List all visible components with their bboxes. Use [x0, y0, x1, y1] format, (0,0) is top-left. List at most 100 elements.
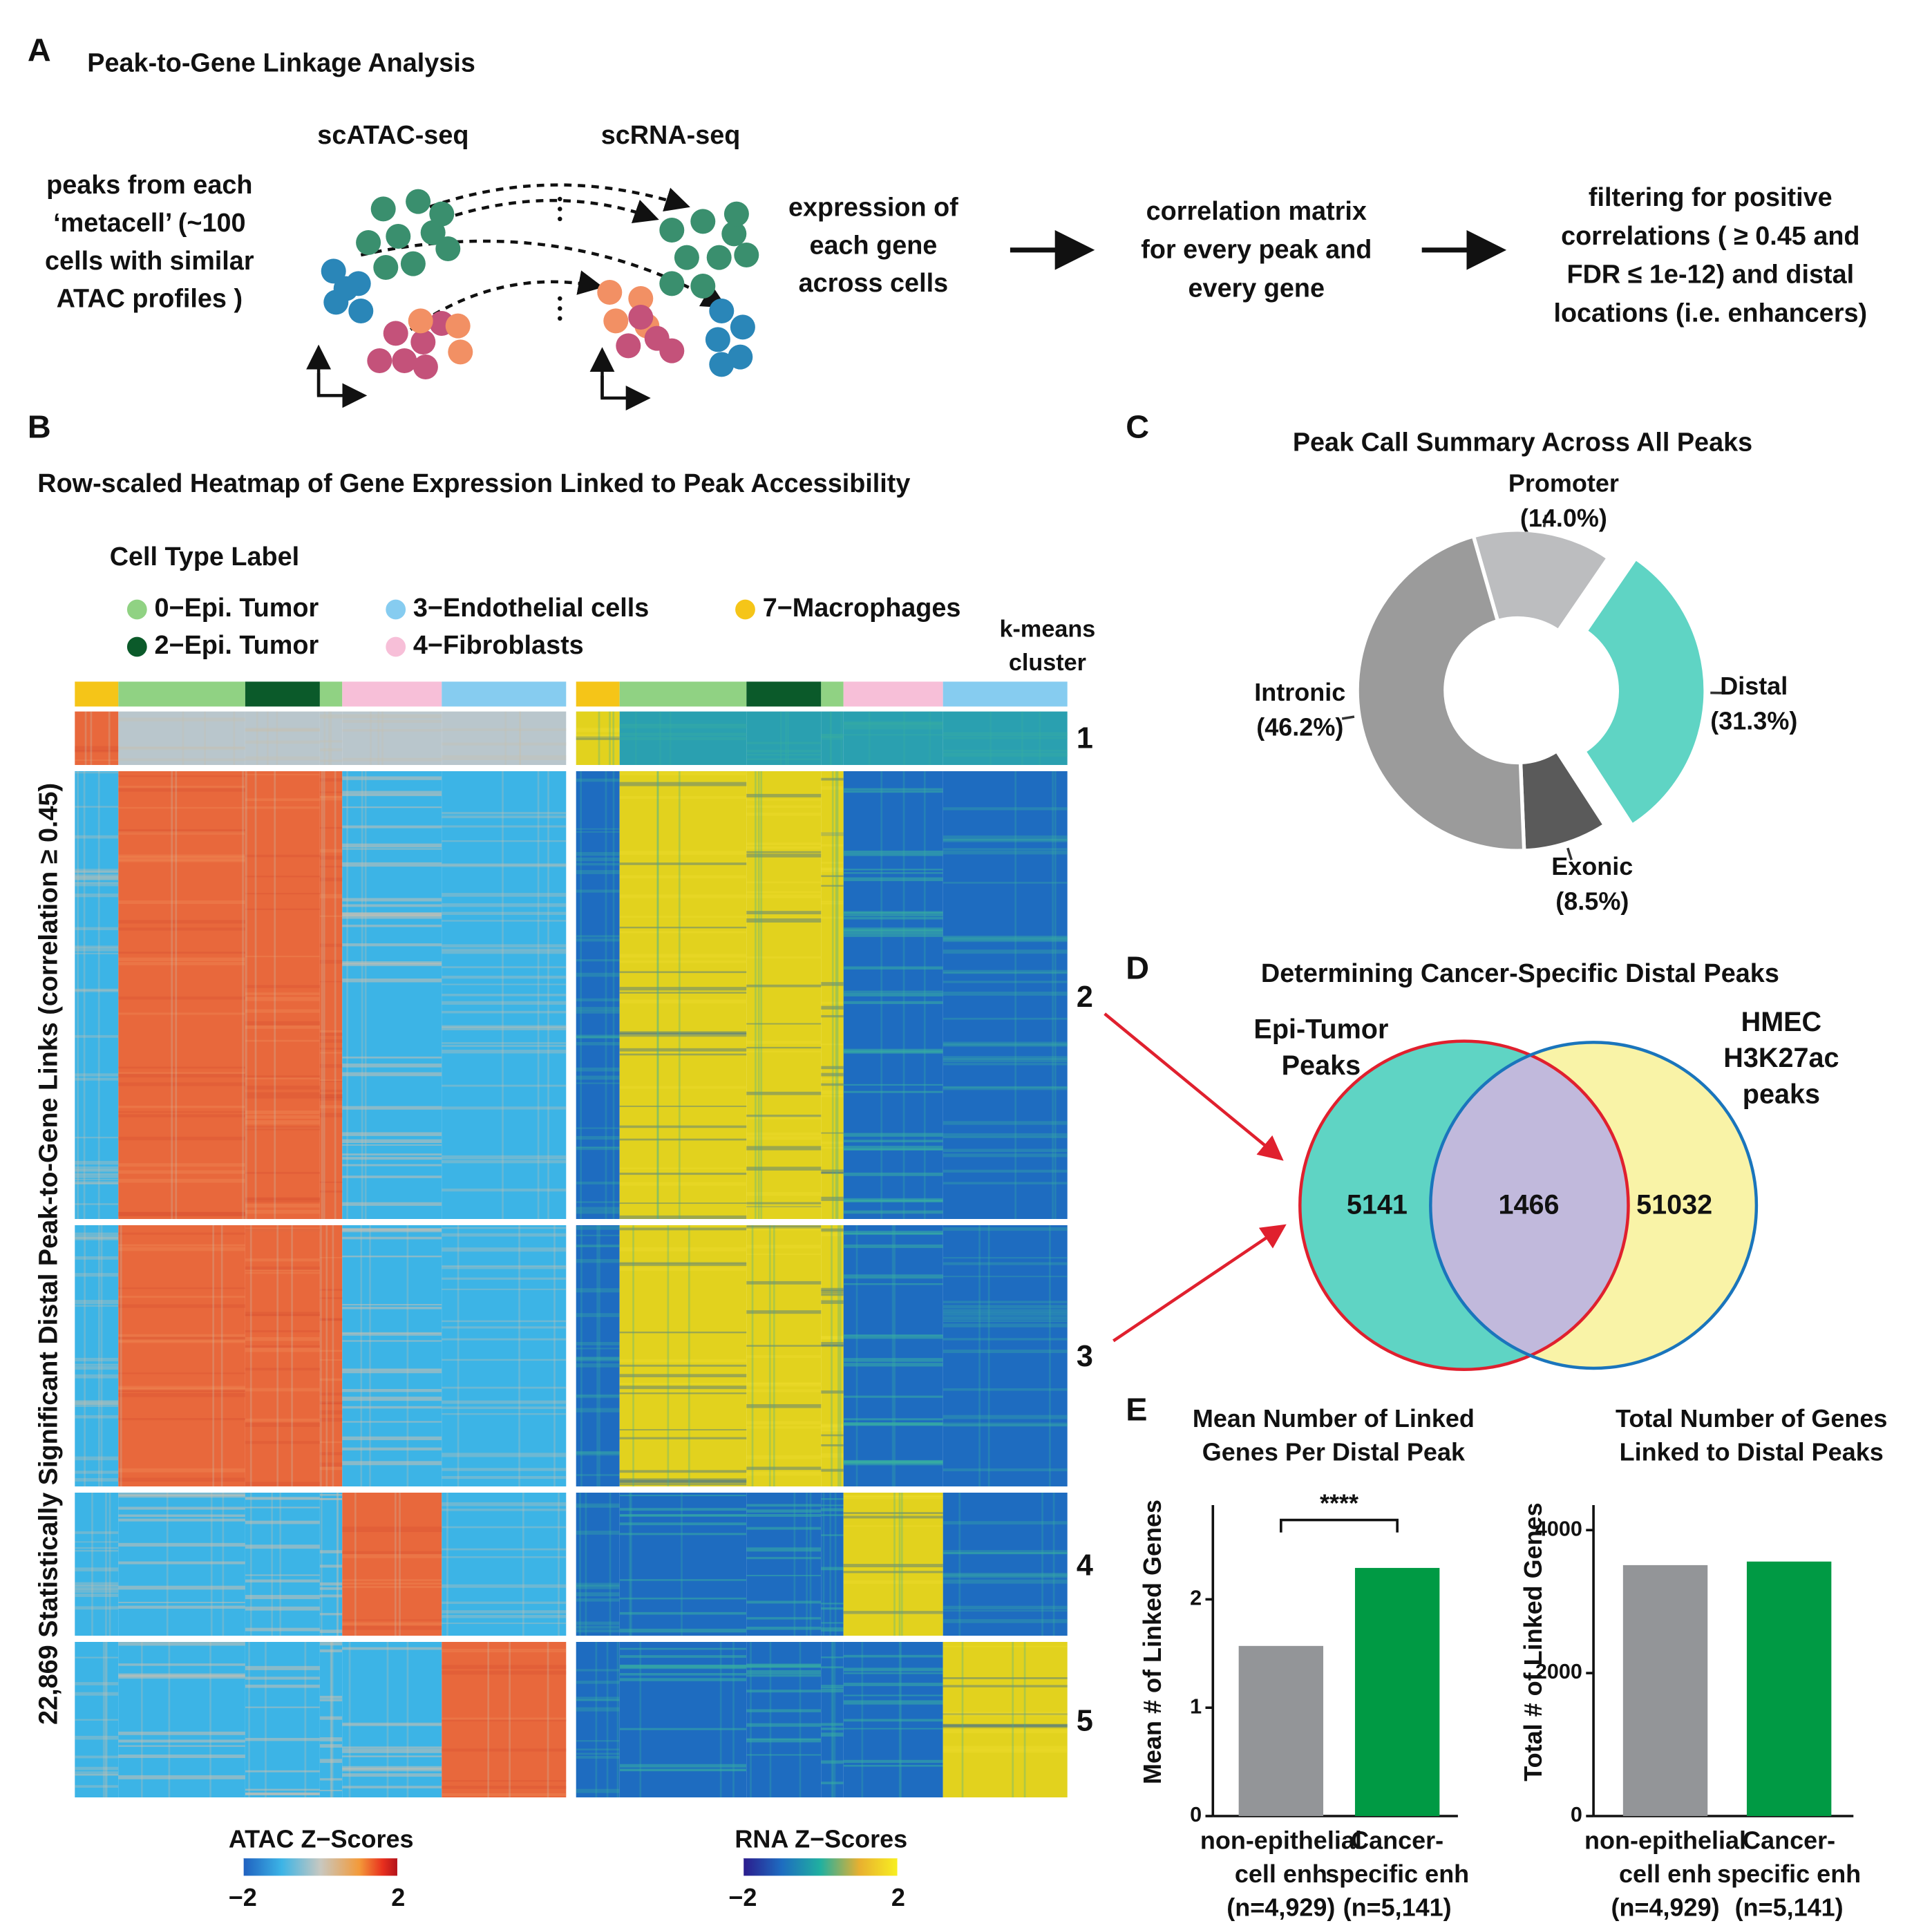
- heatmap-stripe: [746, 1557, 822, 1560]
- panel-letter: D: [1126, 949, 1149, 985]
- heatmap-stripe: [519, 711, 522, 765]
- heatmap-stripe: [319, 1318, 343, 1321]
- heatmap-stripe: [245, 771, 247, 1219]
- heatmap-stripe: [75, 1178, 119, 1180]
- heatmap-stripe: [118, 1287, 245, 1289]
- cell-dot: [435, 236, 461, 261]
- cell-dot: [420, 220, 446, 245]
- heatmap-block: [75, 771, 119, 1219]
- x-tick-label: (n=5,141): [1735, 1893, 1844, 1922]
- heatmap-stripe: [768, 1225, 771, 1486]
- x-tick-label: (n=5,141): [1343, 1893, 1452, 1922]
- heatmap-stripe: [869, 711, 871, 765]
- heatmap-stripe: [576, 1598, 620, 1602]
- heatmap-stripe: [553, 1225, 556, 1486]
- heatmap-stripe: [619, 1664, 747, 1668]
- heatmap-stripe: [834, 1493, 837, 1636]
- venn-set-label: H3K27ac: [1723, 1043, 1839, 1073]
- heatmap-stripe: [750, 1642, 752, 1797]
- heatmap-stripe: [746, 881, 822, 884]
- heatmap-stripe: [547, 1642, 549, 1797]
- heatmap-stripe: [504, 711, 507, 765]
- heatmap-stripe: [442, 1001, 567, 1005]
- heatmap-stripe: [746, 1091, 822, 1095]
- heatmap-stripe: [576, 1357, 620, 1361]
- heatmap-stripe: [843, 1571, 943, 1573]
- heatmap-stripe: [342, 1056, 442, 1059]
- heatmap-stripe: [319, 1737, 343, 1741]
- heatmap-stripe: [319, 1629, 343, 1634]
- heatmap-stripe: [843, 1672, 943, 1674]
- heatmap-stripe: [233, 711, 236, 765]
- heatmap-stripe: [821, 902, 844, 905]
- heatmap-stripe: [118, 957, 245, 961]
- heatmap-stripe: [576, 1503, 620, 1506]
- heatmap-stripe: [943, 1750, 1068, 1753]
- heatmap-stripe: [612, 771, 615, 1219]
- heatmap-stripe: [821, 1233, 844, 1236]
- heatmap-stripe: [576, 1357, 620, 1362]
- heatmap-stripe: [342, 1072, 442, 1077]
- heatmap-stripe: [681, 1493, 683, 1636]
- heatmap-stripe: [319, 1493, 343, 1496]
- heatmap-stripe: [746, 1132, 822, 1136]
- heatmap-stripe: [821, 1078, 844, 1081]
- heatmap-stripe: [821, 736, 844, 740]
- heatmap-stripe: [75, 1236, 119, 1240]
- heatmap-stripe: [961, 1642, 964, 1797]
- heatmap-stripe: [746, 984, 822, 987]
- heatmap-stripe: [943, 1388, 1068, 1391]
- heatmap-stripe: [893, 1225, 896, 1486]
- chart-title: Total Number of Genes: [1616, 1404, 1887, 1433]
- heatmap-stripe: [330, 1642, 332, 1797]
- step-text: each gene: [809, 231, 937, 260]
- heatmap-stripe: [245, 1127, 320, 1129]
- heatmap-stripe: [354, 1493, 357, 1636]
- heatmap-stripe: [821, 1289, 844, 1294]
- heatmap-stripe: [576, 1146, 620, 1149]
- heatmap-stripe: [576, 736, 620, 740]
- heatmap-stripe: [821, 1142, 844, 1144]
- significance-bracket: [1280, 1518, 1399, 1533]
- heatmap-stripe: [958, 1493, 961, 1636]
- heatmap-stripe: [75, 1735, 119, 1740]
- heatmap-stripe: [319, 1759, 343, 1764]
- heatmap-stripe: [319, 1392, 343, 1396]
- heatmap-stripe: [118, 1244, 245, 1247]
- heatmap-stripe: [75, 1771, 119, 1776]
- heatmap-stripe: [502, 771, 504, 1219]
- heatmap-stripe: [118, 747, 245, 749]
- heatmap-stripe: [245, 1336, 320, 1341]
- heatmap-stripe: [943, 1573, 1068, 1578]
- heatmap-stripe: [576, 1788, 620, 1793]
- heatmap-stripe: [118, 829, 245, 833]
- heatmap-block: [843, 1493, 943, 1636]
- heatmap-stripe: [843, 1424, 943, 1426]
- heatmap-stripe: [619, 1597, 747, 1600]
- heatmap-stripe: [746, 1192, 822, 1196]
- heatmap-stripe: [632, 1225, 634, 1486]
- heatmap-stripe: [442, 1320, 567, 1323]
- heatmap-stripe: [843, 850, 943, 854]
- heatmap-stripe: [598, 711, 600, 765]
- heatmap-stripe: [75, 1181, 119, 1184]
- heatmap-stripe: [337, 1493, 339, 1636]
- heatmap-stripe: [442, 1648, 567, 1651]
- heatmap-stripe: [75, 988, 119, 992]
- heatmap-stripe: [118, 1372, 245, 1374]
- heatmap-stripe: [118, 1012, 245, 1015]
- heatmap-stripe: [619, 1655, 747, 1658]
- heatmap-stripe: [821, 1001, 844, 1004]
- cell-dot: [721, 221, 747, 247]
- heatmap-stripe: [821, 786, 844, 790]
- heatmap-stripe: [442, 1610, 567, 1614]
- heatmap-stripe: [843, 929, 943, 934]
- heatmap-stripe: [576, 831, 620, 833]
- heatmap-stripe: [746, 793, 822, 797]
- heatmap-stripe: [619, 1182, 747, 1186]
- heatmap-stripe: [576, 1739, 620, 1742]
- heatmap-block: [118, 771, 245, 1219]
- heatmap-stripe: [342, 1766, 442, 1770]
- significance-label: ****: [1320, 1489, 1358, 1518]
- heatmap-stripe: [821, 1429, 844, 1432]
